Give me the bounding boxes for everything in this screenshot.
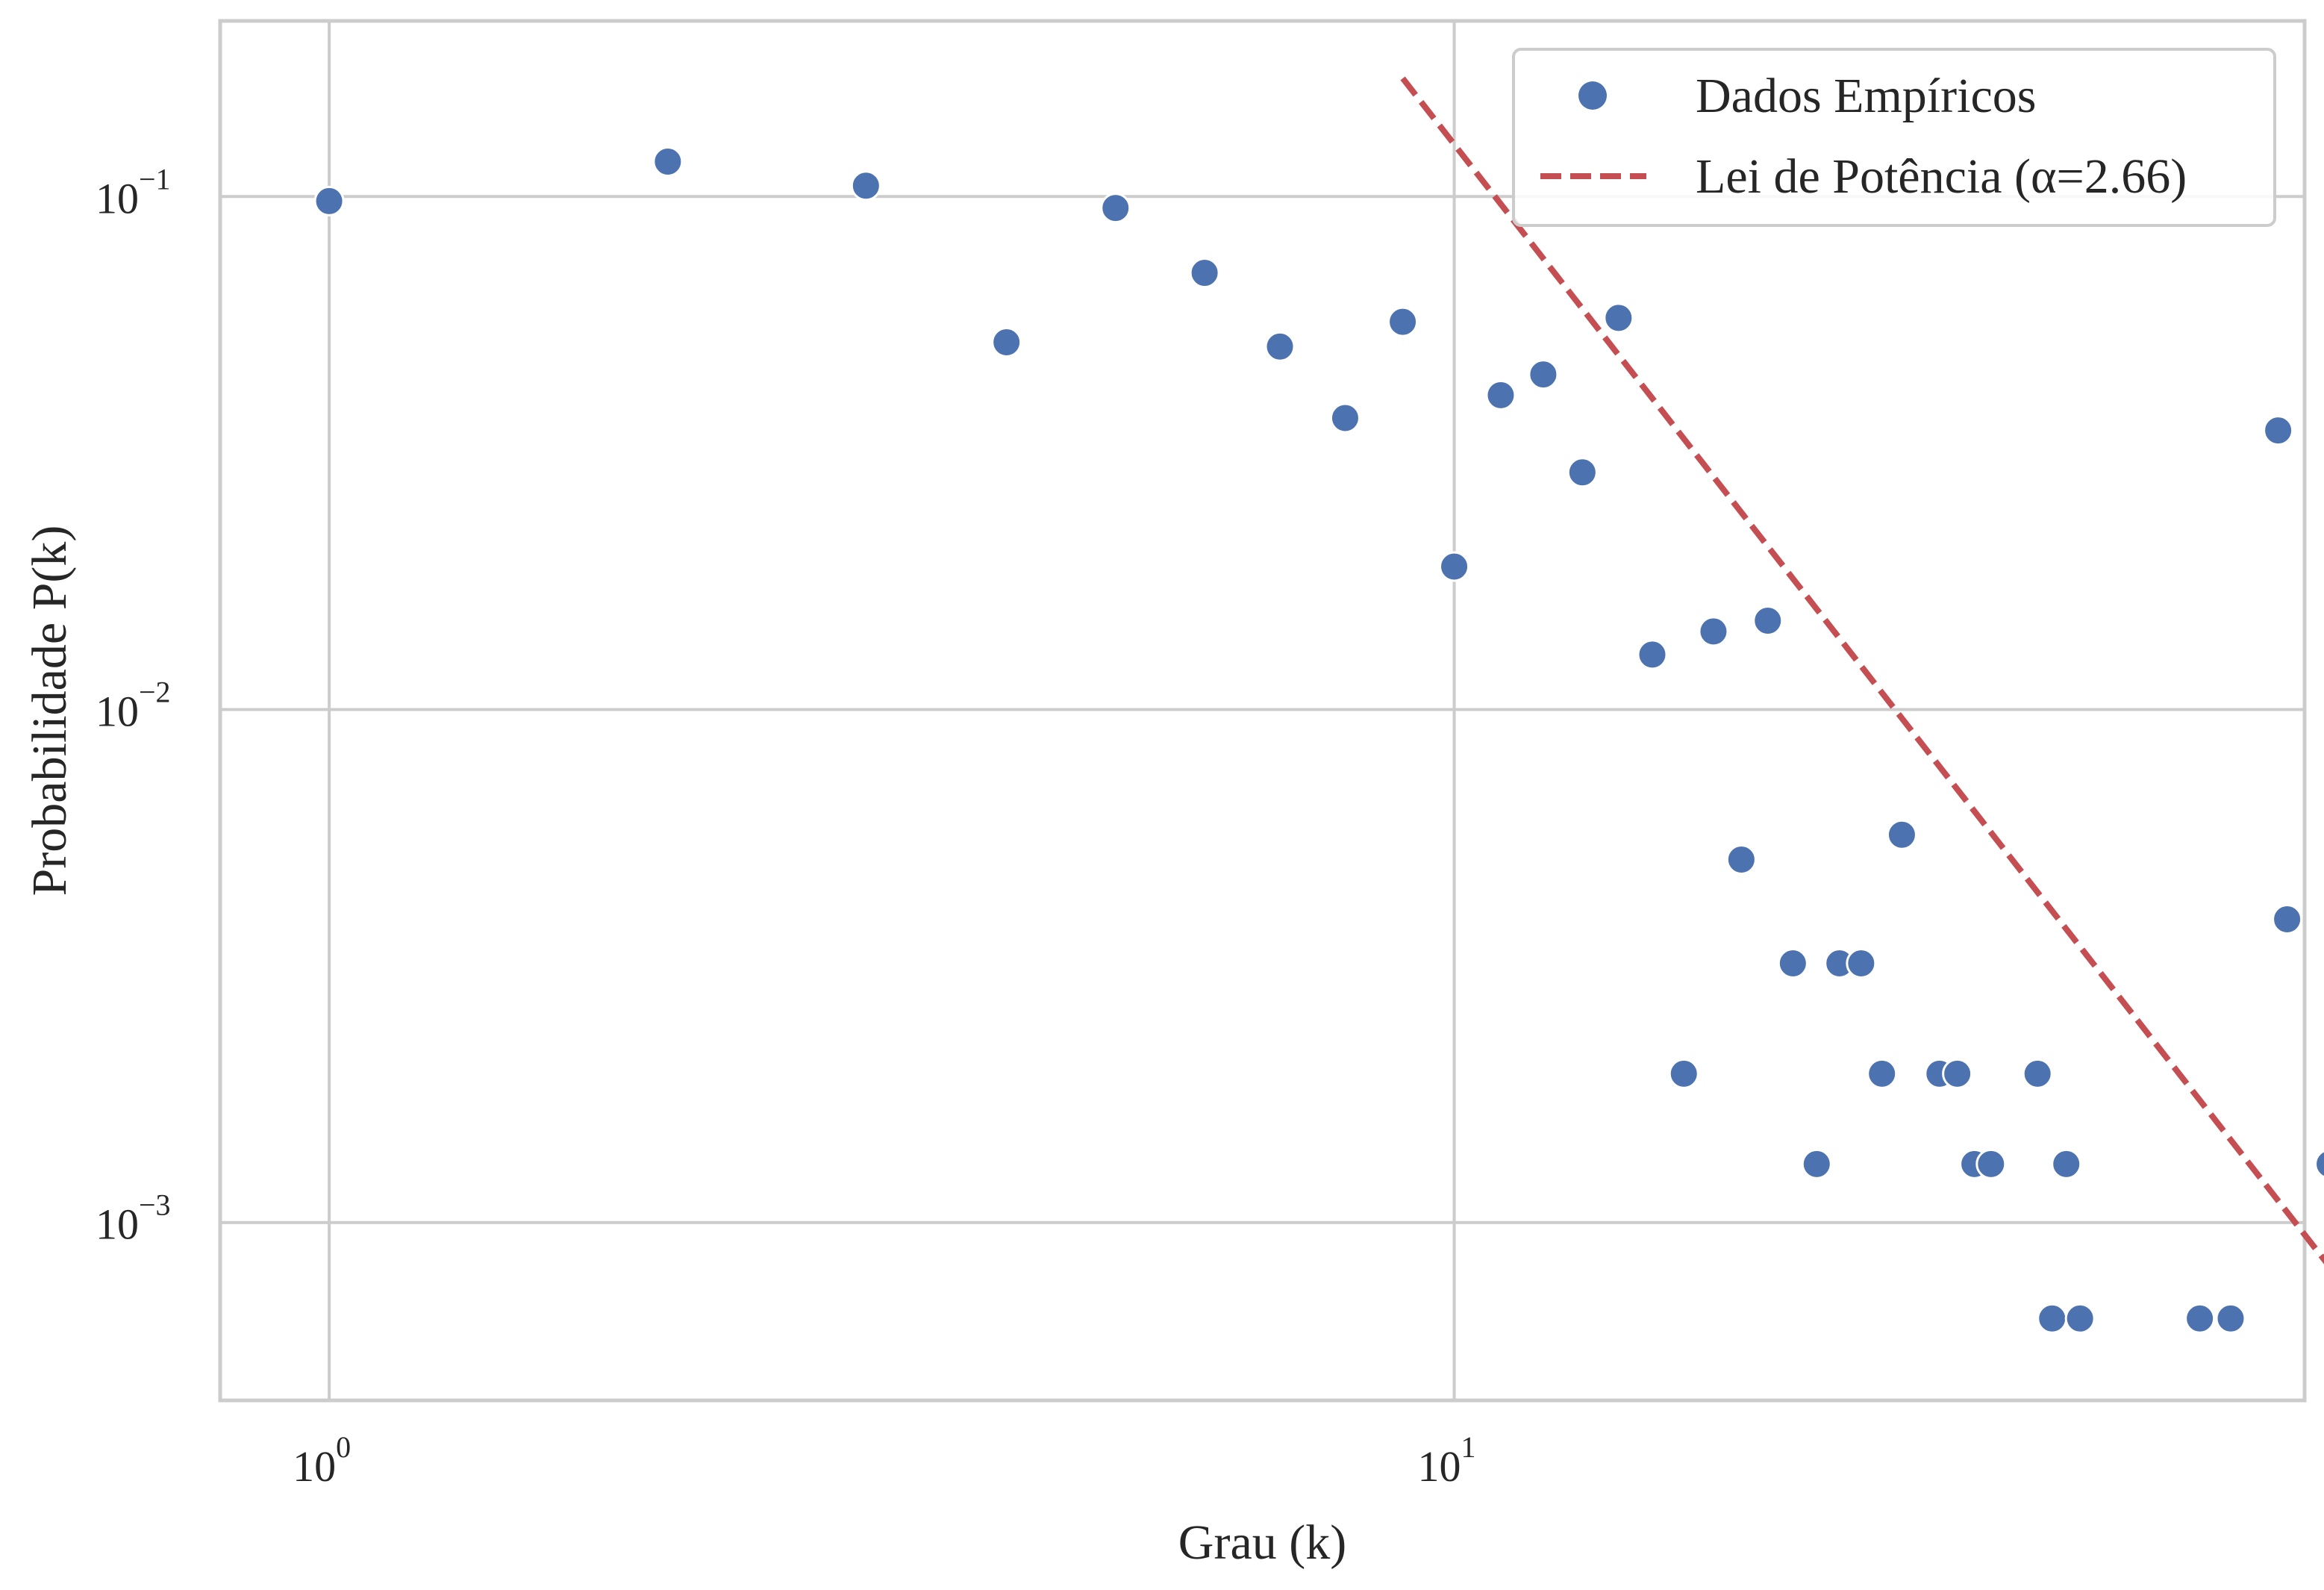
legend-label-empirical: Dados Empíricos xyxy=(1696,69,2036,123)
y-tick-exponent: −3 xyxy=(139,1188,171,1222)
data-point xyxy=(652,146,684,177)
x-tick-exponent: 1 xyxy=(1461,1430,1476,1464)
data-point xyxy=(1329,402,1361,434)
data-point xyxy=(1528,359,1559,390)
data-point xyxy=(1886,819,1917,850)
data-point xyxy=(1439,551,1470,582)
x-tick-label: 101 xyxy=(1418,1430,1476,1491)
data-point xyxy=(1264,331,1296,362)
data-point xyxy=(2037,1303,2068,1334)
legend-label-power-law: Lei de Potência (α=2.66) xyxy=(1696,149,2187,204)
x-axis-label: Grau (k) xyxy=(1178,1515,1346,1570)
data-point xyxy=(1942,1058,1973,1089)
data-point xyxy=(1603,302,1634,334)
data-point xyxy=(1777,948,1808,979)
data-point xyxy=(1698,616,1729,647)
data-point xyxy=(1637,639,1668,670)
data-point xyxy=(1975,1148,2007,1179)
data-point xyxy=(2314,1150,2324,1179)
y-tick-exponent: −1 xyxy=(139,162,171,196)
legend-marker-empirical xyxy=(1578,81,1607,110)
data-point xyxy=(2022,1058,2053,1089)
data-point xyxy=(1566,457,1598,488)
y-tick-exponent: −2 xyxy=(139,676,171,709)
x-tick-exponent: 0 xyxy=(336,1430,351,1464)
data-point xyxy=(2272,904,2303,935)
data-point xyxy=(1846,948,1877,979)
data-point xyxy=(1752,605,1784,636)
data-point xyxy=(1100,193,1131,224)
data-point xyxy=(2263,415,2294,446)
power-law-series xyxy=(1400,76,2324,1265)
legend: Dados Empíricos Lei de Potência (α=2.66) xyxy=(1512,48,2276,227)
data-point xyxy=(2051,1148,2082,1179)
data-point xyxy=(2184,1303,2216,1334)
y-axis-label: Probabilidade P(k) xyxy=(22,526,77,897)
data-point xyxy=(1801,1148,1832,1179)
data-point xyxy=(991,326,1022,358)
power-law-line xyxy=(1400,76,2324,1265)
data-point xyxy=(2215,1303,2246,1334)
data-point xyxy=(1387,306,1419,337)
data-point xyxy=(1189,258,1220,289)
data-point xyxy=(2064,1303,2096,1334)
data-point xyxy=(1867,1058,1898,1089)
data-point xyxy=(313,185,345,216)
y-tick-label: 10−2 xyxy=(96,676,171,736)
y-tick-label: 10−1 xyxy=(96,162,171,222)
y-tick-label: 10−3 xyxy=(96,1188,171,1249)
plot-frame xyxy=(218,19,2307,1403)
legend-box xyxy=(1512,48,2276,227)
data-point xyxy=(850,170,881,202)
empirical-series xyxy=(313,146,2324,1334)
data-point xyxy=(1668,1058,1699,1089)
data-point xyxy=(1725,844,1757,875)
grid-lines xyxy=(220,21,2305,1400)
x-tick-label: 100 xyxy=(293,1430,351,1491)
data-point xyxy=(1485,379,1516,411)
